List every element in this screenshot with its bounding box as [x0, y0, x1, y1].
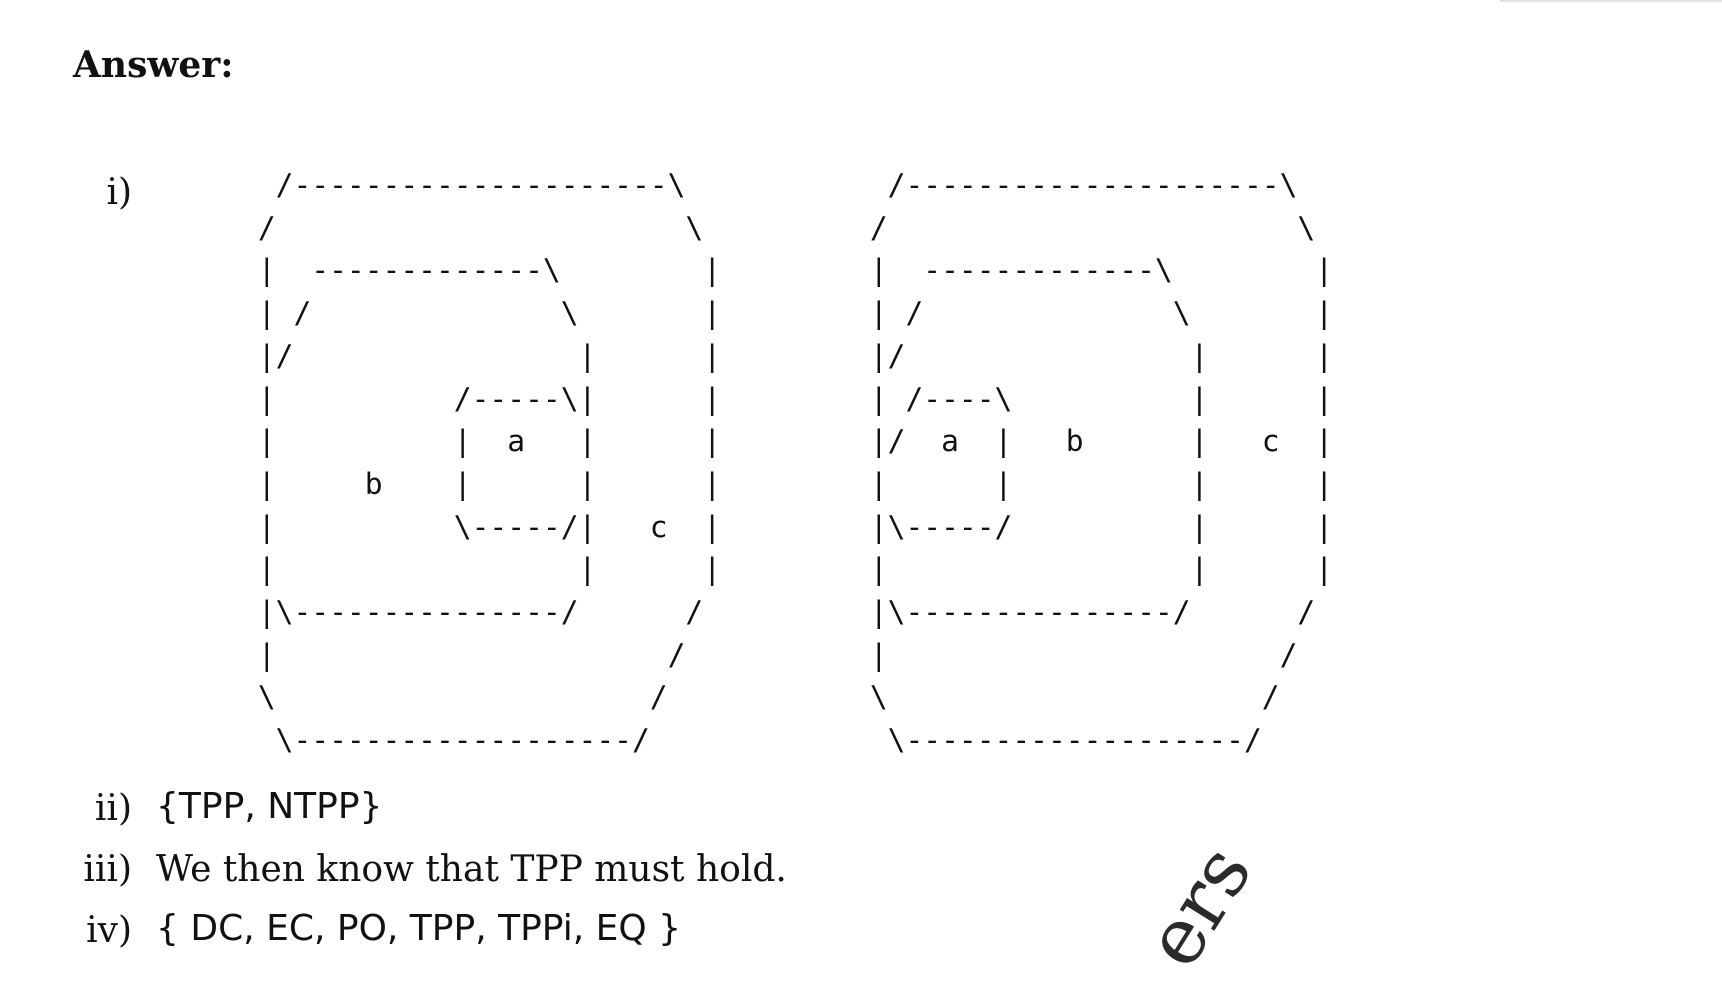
diagram-right: /---------------------\ / \ | ----------…	[869, 168, 1334, 758]
page-edge-shadow	[1500, 0, 1722, 3]
item-iii-marker: iii)	[83, 849, 132, 890]
item-iv-marker: iv)	[86, 910, 132, 951]
watermark-text: ers	[1128, 830, 1270, 983]
answer-heading: Answer:	[73, 44, 234, 86]
item-ii-marker: ii)	[94, 788, 132, 829]
diagram-left: /---------------------\ / \ | ----------…	[257, 168, 722, 758]
item-iv-text: { DC, EC, PO, TPP, TPPi, EQ }	[156, 908, 682, 949]
item-i-marker: i)	[106, 172, 132, 213]
item-ii-text: {TPP, NTPP}	[156, 786, 383, 827]
item-iii-text: We then know that TPP must hold.	[156, 849, 787, 890]
